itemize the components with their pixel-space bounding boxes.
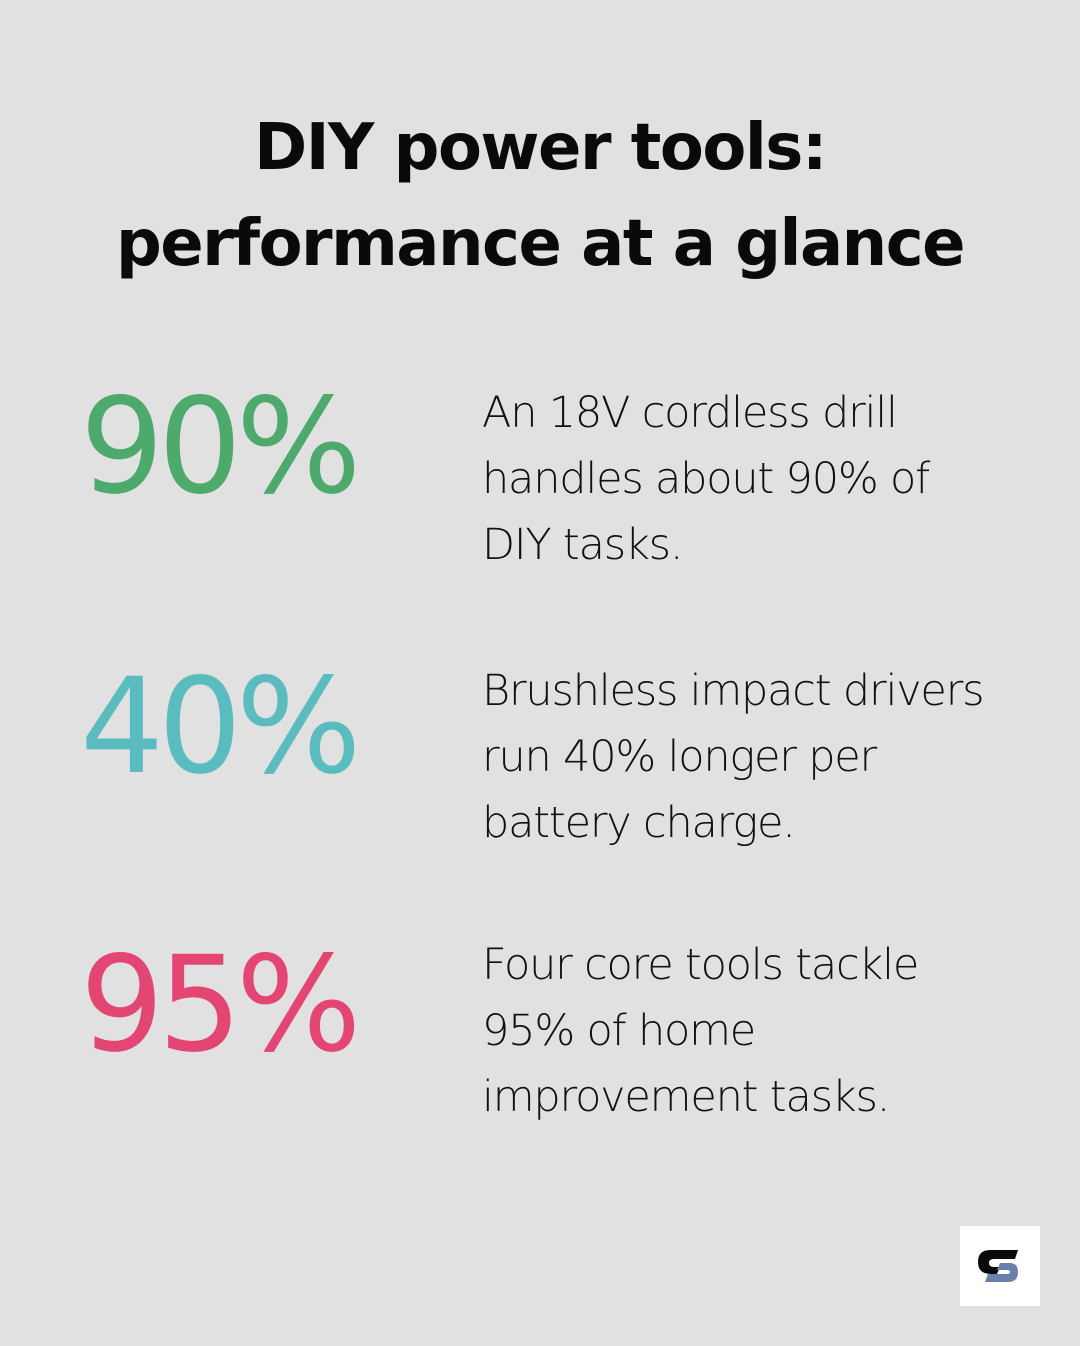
- stat-description: Brushless impact drivers run 40% longer …: [482, 666, 985, 848]
- title-line-1: DIY power tools:: [254, 111, 827, 185]
- stat-value: 90%: [80, 370, 361, 524]
- stat-description: Four core tools tackle 95% of home impro…: [482, 940, 919, 1122]
- title-line-2: performance at a glance: [115, 207, 966, 281]
- stat-description: An 18V cordless drill handles about 90% …: [482, 388, 930, 570]
- stat-value: 95%: [80, 928, 361, 1082]
- stat-block-2: 40% Brushless impact drivers run 40% lon…: [0, 652, 1080, 852]
- brand-logo: [960, 1226, 1040, 1306]
- stat-value: 40%: [80, 650, 361, 804]
- brand-s-logo-icon: [978, 1250, 1018, 1282]
- stat-block-3: 95% Four core tools tackle 95% of home i…: [0, 930, 1080, 1130]
- page-title: DIY power tools: performance at a glance: [0, 100, 1080, 292]
- stat-block-1: 90% An 18V cordless drill handles about …: [0, 372, 1080, 572]
